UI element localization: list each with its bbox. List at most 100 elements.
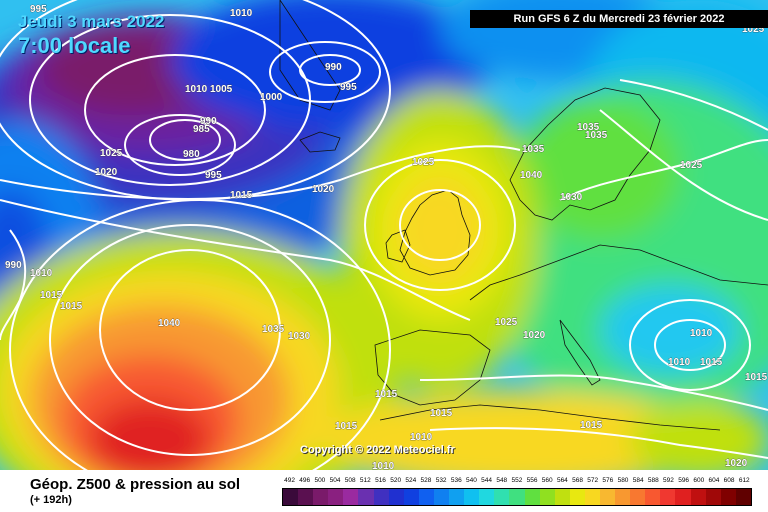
legend-swatch — [283, 489, 299, 505]
legend-label: 584 — [632, 477, 644, 484]
legend-label: 532 — [435, 477, 447, 484]
legend-label: 552 — [511, 477, 523, 484]
legend-swatch — [690, 489, 706, 505]
legend-colorbar — [282, 488, 752, 506]
legend-swatch — [373, 489, 389, 505]
legend-label: 496 — [299, 477, 311, 484]
legend-swatch — [479, 489, 495, 505]
isobar-values: 9951010102510259909951010100510009909859… — [5, 4, 768, 470]
legend-swatch — [464, 489, 480, 505]
legend-swatch — [705, 489, 721, 505]
legend-label: 544 — [481, 477, 493, 484]
legend-swatch — [554, 489, 570, 505]
coastlines — [279, 0, 768, 431]
coast-iberia — [374, 329, 491, 406]
isobar-label: 1015 — [335, 421, 358, 432]
legend-label: 508 — [344, 477, 356, 484]
isobar-label: 1040 — [158, 318, 181, 329]
legend-label: 560 — [541, 477, 553, 484]
legend-labels: 492 496 500 504 508 512 516 520 524 528 532 536 540 5… — [282, 474, 752, 488]
coast-scandinavia — [509, 87, 661, 221]
map-footer: Géop. Z500 & pression au sol (+ 192h) 49… — [0, 470, 768, 512]
isobar-label: 1015 — [230, 190, 253, 201]
isobar-label: 1010 — [230, 8, 253, 19]
isobar-label: 1025 — [495, 317, 518, 328]
legend-swatch — [630, 489, 646, 505]
isobar-label: 1025 — [742, 24, 765, 35]
legend-label: 524 — [405, 477, 417, 484]
legend-swatch — [599, 489, 616, 505]
legend-label: 588 — [647, 477, 659, 484]
isobar-label: 1025 — [412, 157, 435, 168]
forecast-date: Jeudi 3 mars 2022 — [18, 12, 165, 31]
legend-label: 548 — [496, 477, 508, 484]
legend-label: 528 — [420, 477, 432, 484]
legend-swatch — [509, 489, 525, 505]
isobar-label: 1015 — [60, 301, 83, 312]
isobar-label: 1015 — [580, 420, 603, 431]
legend-swatch — [388, 489, 404, 505]
isobar-label: 990 — [200, 116, 217, 127]
legend-label: 592 — [663, 477, 674, 484]
isobar-label: 1025 — [100, 148, 123, 159]
isobar-label: 1015 — [745, 372, 768, 383]
coast-italy — [559, 319, 601, 386]
isobar-label: 1010 — [668, 357, 691, 368]
isobar-label: 1020 — [312, 184, 335, 195]
legend-swatch — [645, 489, 661, 505]
legend-swatch — [343, 489, 359, 505]
legend-swatch — [313, 489, 329, 505]
legend-label: 556 — [526, 477, 538, 484]
isobar-label: 1010 — [372, 461, 395, 470]
legend-swatch — [433, 489, 450, 505]
isobar-label: 995 — [340, 82, 357, 93]
legend-label: 540 — [466, 477, 477, 484]
legend-swatch — [615, 489, 631, 505]
isobar-label: 985 — [193, 124, 210, 135]
isobar-label: 1030 — [288, 331, 311, 342]
coast-iceland — [299, 131, 341, 153]
isobar-label: 980 — [183, 149, 200, 160]
isobar-label: 1020 — [95, 167, 118, 178]
legend-swatch — [524, 489, 540, 505]
legend-label: 512 — [359, 477, 371, 484]
weather-map: 9951010102510259909951010100510009909859… — [0, 0, 768, 470]
legend-label: 504 — [329, 477, 341, 484]
run-banner: Run GFS 6 Z du Mercredi 23 février 2022 — [470, 10, 768, 28]
coast-greenland — [279, 0, 341, 111]
isobar-label: 1015 — [700, 357, 723, 368]
coast-north-africa — [379, 404, 721, 431]
legend-label: 580 — [617, 477, 629, 484]
legend-label: 612 — [738, 477, 750, 484]
legend-swatch — [720, 489, 736, 505]
isobar-label: 995 — [205, 170, 222, 181]
legend-swatch — [494, 489, 510, 505]
legend-label: 596 — [678, 477, 690, 484]
legend-label: 568 — [572, 477, 583, 484]
legend-label: 500 — [314, 477, 326, 484]
isobar-label: 1035 — [262, 324, 285, 335]
isobar-label: 990 — [325, 62, 342, 73]
legend-label: 564 — [556, 477, 568, 484]
isobar-label: 1020 — [523, 330, 546, 341]
isobars — [0, 0, 768, 470]
isobar-label: 1005 — [210, 84, 233, 95]
forecast-time: 7:00 locale — [18, 33, 131, 58]
legend-swatch — [358, 489, 374, 505]
legend-label: 576 — [602, 477, 614, 484]
isobar-label: 1040 — [520, 170, 543, 181]
legend-swatch — [298, 489, 314, 505]
isobar-label: 1010 — [690, 328, 713, 339]
isobar-label: 1010 — [410, 432, 433, 443]
isobar-label: 1030 — [560, 192, 583, 203]
isobar-label: 1025 — [680, 160, 703, 171]
legend-swatch — [675, 489, 691, 505]
isobar-label: 995 — [30, 4, 47, 15]
map-title: Géop. Z500 & pression au sol — [30, 476, 241, 493]
isobar-label: 1015 — [375, 389, 398, 400]
legend-label: 600 — [693, 477, 705, 484]
forecast-lead-time: (+ 192h) — [30, 494, 72, 506]
geopotential-field — [0, 0, 768, 470]
color-legend: 492 496 500 504 508 512 516 520 524 528 532 536 540 5… — [282, 474, 752, 508]
isobar-label: 1035 — [577, 122, 600, 133]
